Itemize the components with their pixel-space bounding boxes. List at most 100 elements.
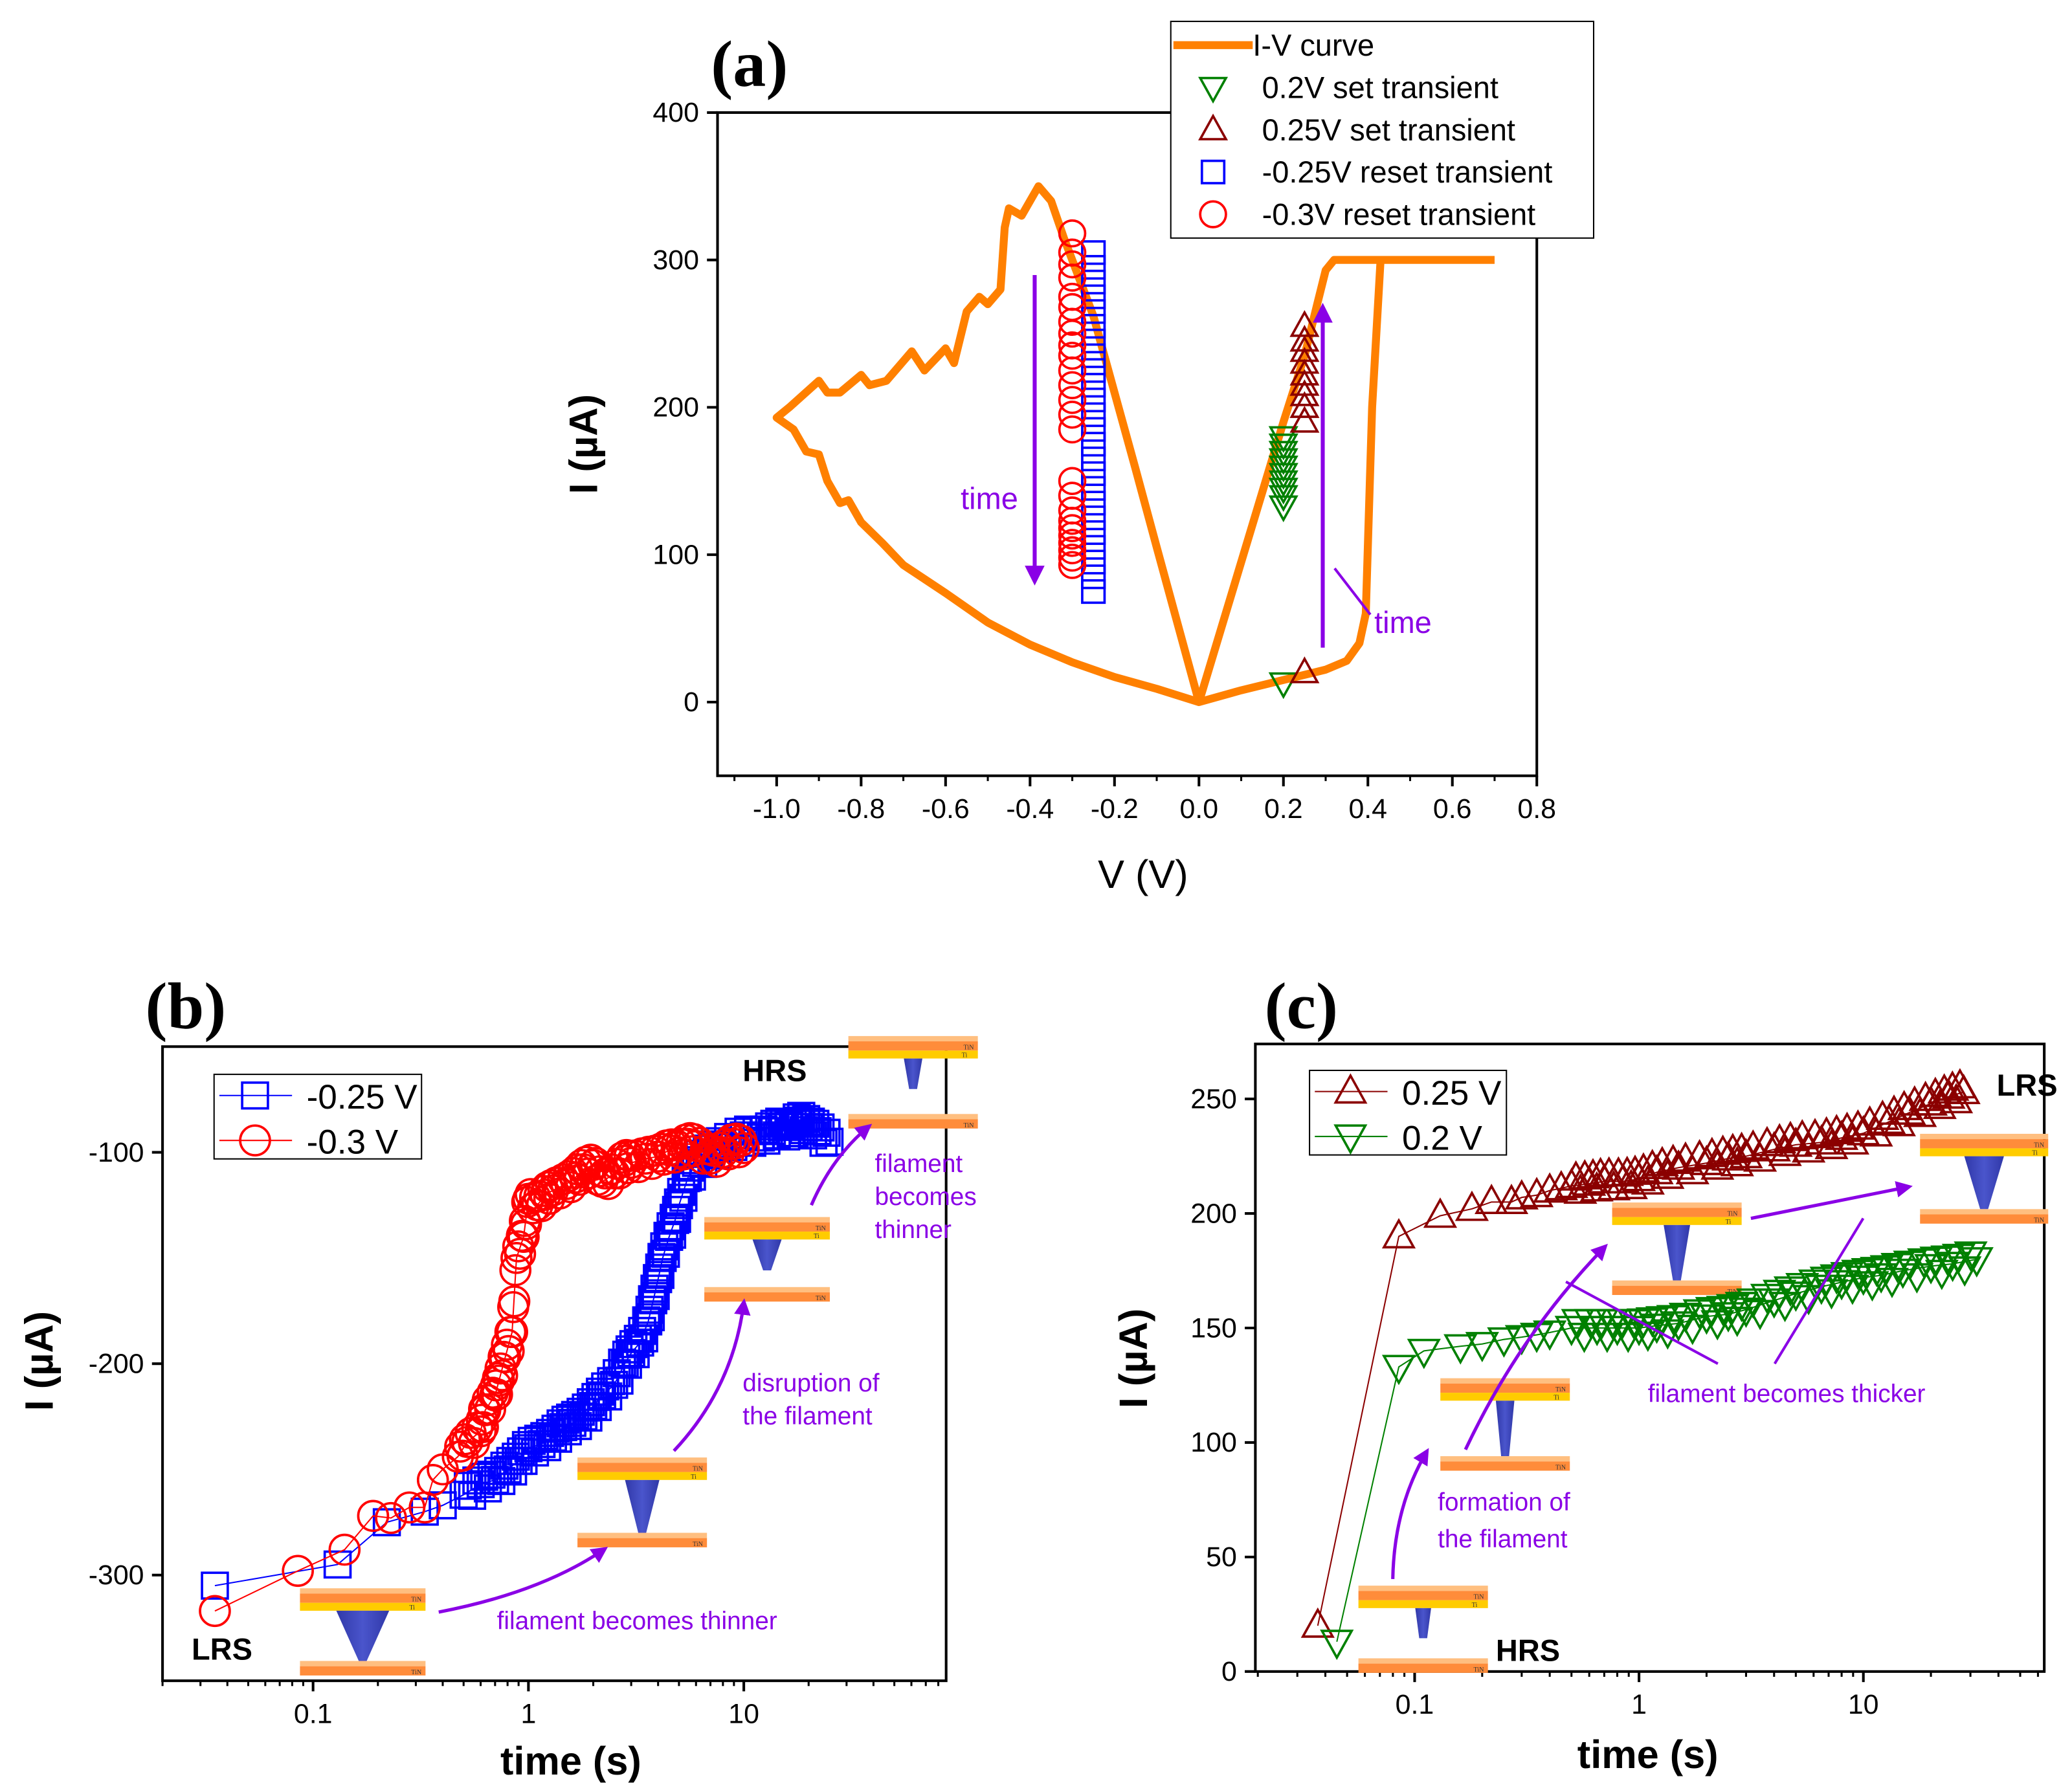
top-electrode-highlight — [848, 1035, 978, 1042]
legend-label: -0.3 V — [307, 1123, 399, 1162]
data-point — [1835, 1124, 1869, 1155]
bottom-electrode-tin — [1358, 1663, 1488, 1673]
x-tick-label: 1 — [1631, 1689, 1647, 1720]
data-point — [1058, 331, 1087, 360]
top-electrode-highlight — [1358, 1586, 1488, 1591]
data-point — [1058, 496, 1087, 525]
top-electrode-tin — [300, 1593, 426, 1603]
x-tick-label: 1 — [520, 1698, 536, 1729]
legend-label: 0.2V set transient — [1262, 70, 1498, 104]
data-point — [1268, 441, 1298, 468]
arrow-thicker-2 — [1750, 1181, 1913, 1221]
pointer-thicker-1 — [1565, 1280, 1719, 1365]
data-point — [1924, 1259, 1959, 1290]
data-point — [1631, 1164, 1665, 1195]
data-point — [1943, 1068, 1977, 1099]
data-point — [201, 1571, 229, 1600]
time-annotation-reset: time — [961, 481, 1018, 515]
annotation-thinner-2-line2: becomes — [874, 1183, 976, 1211]
data-point — [1058, 250, 1087, 279]
top-electrode-highlight — [577, 1457, 707, 1463]
data-point — [1081, 579, 1106, 604]
data-point — [669, 1184, 698, 1212]
top-electrode-highlight — [1440, 1378, 1570, 1384]
data-point — [704, 1131, 736, 1164]
data-point — [1081, 417, 1106, 442]
legend-swatch-marker — [1333, 1124, 1368, 1155]
y-tick-label: 100 — [652, 539, 699, 570]
bottom-electrode-highlight — [1358, 1658, 1488, 1664]
inset-label-tin-bottom: TiN — [693, 1541, 704, 1548]
data-point — [1675, 1154, 1710, 1185]
inset-label-tin-bottom: TiN — [963, 1122, 974, 1129]
legend-swatch-marker — [1199, 200, 1227, 228]
data-point — [1841, 1109, 1875, 1140]
data-point — [1454, 1190, 1489, 1221]
x-tick-label: 0.2 — [1264, 793, 1303, 824]
inset-label-tin: TiN — [1727, 1211, 1738, 1218]
annotation-thicker: filament becomes thicker — [1648, 1380, 1926, 1408]
y-tick-label: 250 — [1190, 1083, 1237, 1114]
plot-frame-c — [1254, 1043, 2046, 1673]
data-point — [1706, 1134, 1740, 1165]
data-point — [1081, 343, 1106, 368]
bottom-electrode-tin — [577, 1538, 707, 1547]
filament — [1664, 1224, 1691, 1281]
data-point — [1959, 1247, 1994, 1278]
inset-label-tin: TiN — [693, 1466, 704, 1473]
top-electrode-tin — [577, 1463, 707, 1472]
legend-swatch-marker — [1198, 76, 1229, 104]
series-line — [1336, 1258, 1977, 1643]
legend-label: I-V curve — [1253, 28, 1374, 62]
inset-label-ti: Ti — [1554, 1394, 1559, 1401]
iv-curve-line — [772, 182, 1495, 706]
inset-label-tin: TiN — [963, 1044, 974, 1051]
data-point — [801, 1109, 830, 1138]
data-point — [467, 1411, 499, 1443]
data-point — [1820, 1264, 1854, 1295]
data-point — [375, 1501, 407, 1534]
legend-b: -0.25 V -0.3 V — [213, 1074, 423, 1162]
data-point — [458, 1426, 491, 1459]
legend-label: -0.25V reset transient — [1262, 155, 1553, 189]
annotation-thinner-1: filament becomes thinner — [497, 1608, 777, 1635]
data-point — [636, 1303, 665, 1332]
data-point — [1487, 1327, 1521, 1358]
data-point — [592, 1167, 625, 1200]
data-point — [1886, 1258, 1920, 1289]
y-axis-label-b: I (µA) — [17, 1311, 61, 1411]
data-point — [499, 1254, 532, 1287]
y-tick-label: 100 — [1190, 1427, 1237, 1458]
data-point — [393, 1491, 426, 1524]
ti-layer — [1358, 1600, 1488, 1608]
series--0-25v-reset-transient — [1081, 240, 1106, 604]
inset-label-ti: Ti — [691, 1474, 696, 1481]
x-axis-label-c: time (s) — [1577, 1732, 1719, 1776]
data-point — [1720, 1307, 1754, 1338]
data-point — [1724, 1131, 1759, 1162]
x-tick-label: -1.0 — [753, 793, 801, 824]
data-point — [646, 1261, 674, 1289]
data-point — [1268, 672, 1298, 700]
inset-label-tin: TiN — [411, 1597, 422, 1604]
bottom-electrode-tin — [704, 1292, 830, 1302]
annotation-formation-line1: formation of — [1438, 1488, 1570, 1516]
hrs-label-c: HRS — [1496, 1633, 1560, 1668]
data-point — [806, 1113, 835, 1142]
filament — [336, 1610, 390, 1661]
arrow-thinner-1 — [438, 1547, 608, 1614]
data-point — [1743, 1141, 1777, 1172]
data-point — [1533, 1320, 1567, 1351]
data-point — [454, 1472, 482, 1500]
data-point — [1081, 299, 1106, 324]
top-electrode-tin — [1920, 1139, 2049, 1149]
data-point — [1841, 1259, 1875, 1290]
inset-label-tin-bottom: TiN — [1473, 1666, 1484, 1674]
data-point — [1939, 1083, 1974, 1114]
ti-layer — [577, 1472, 707, 1480]
data-point — [1860, 1257, 1894, 1288]
arrow-formation — [1391, 1448, 1429, 1579]
